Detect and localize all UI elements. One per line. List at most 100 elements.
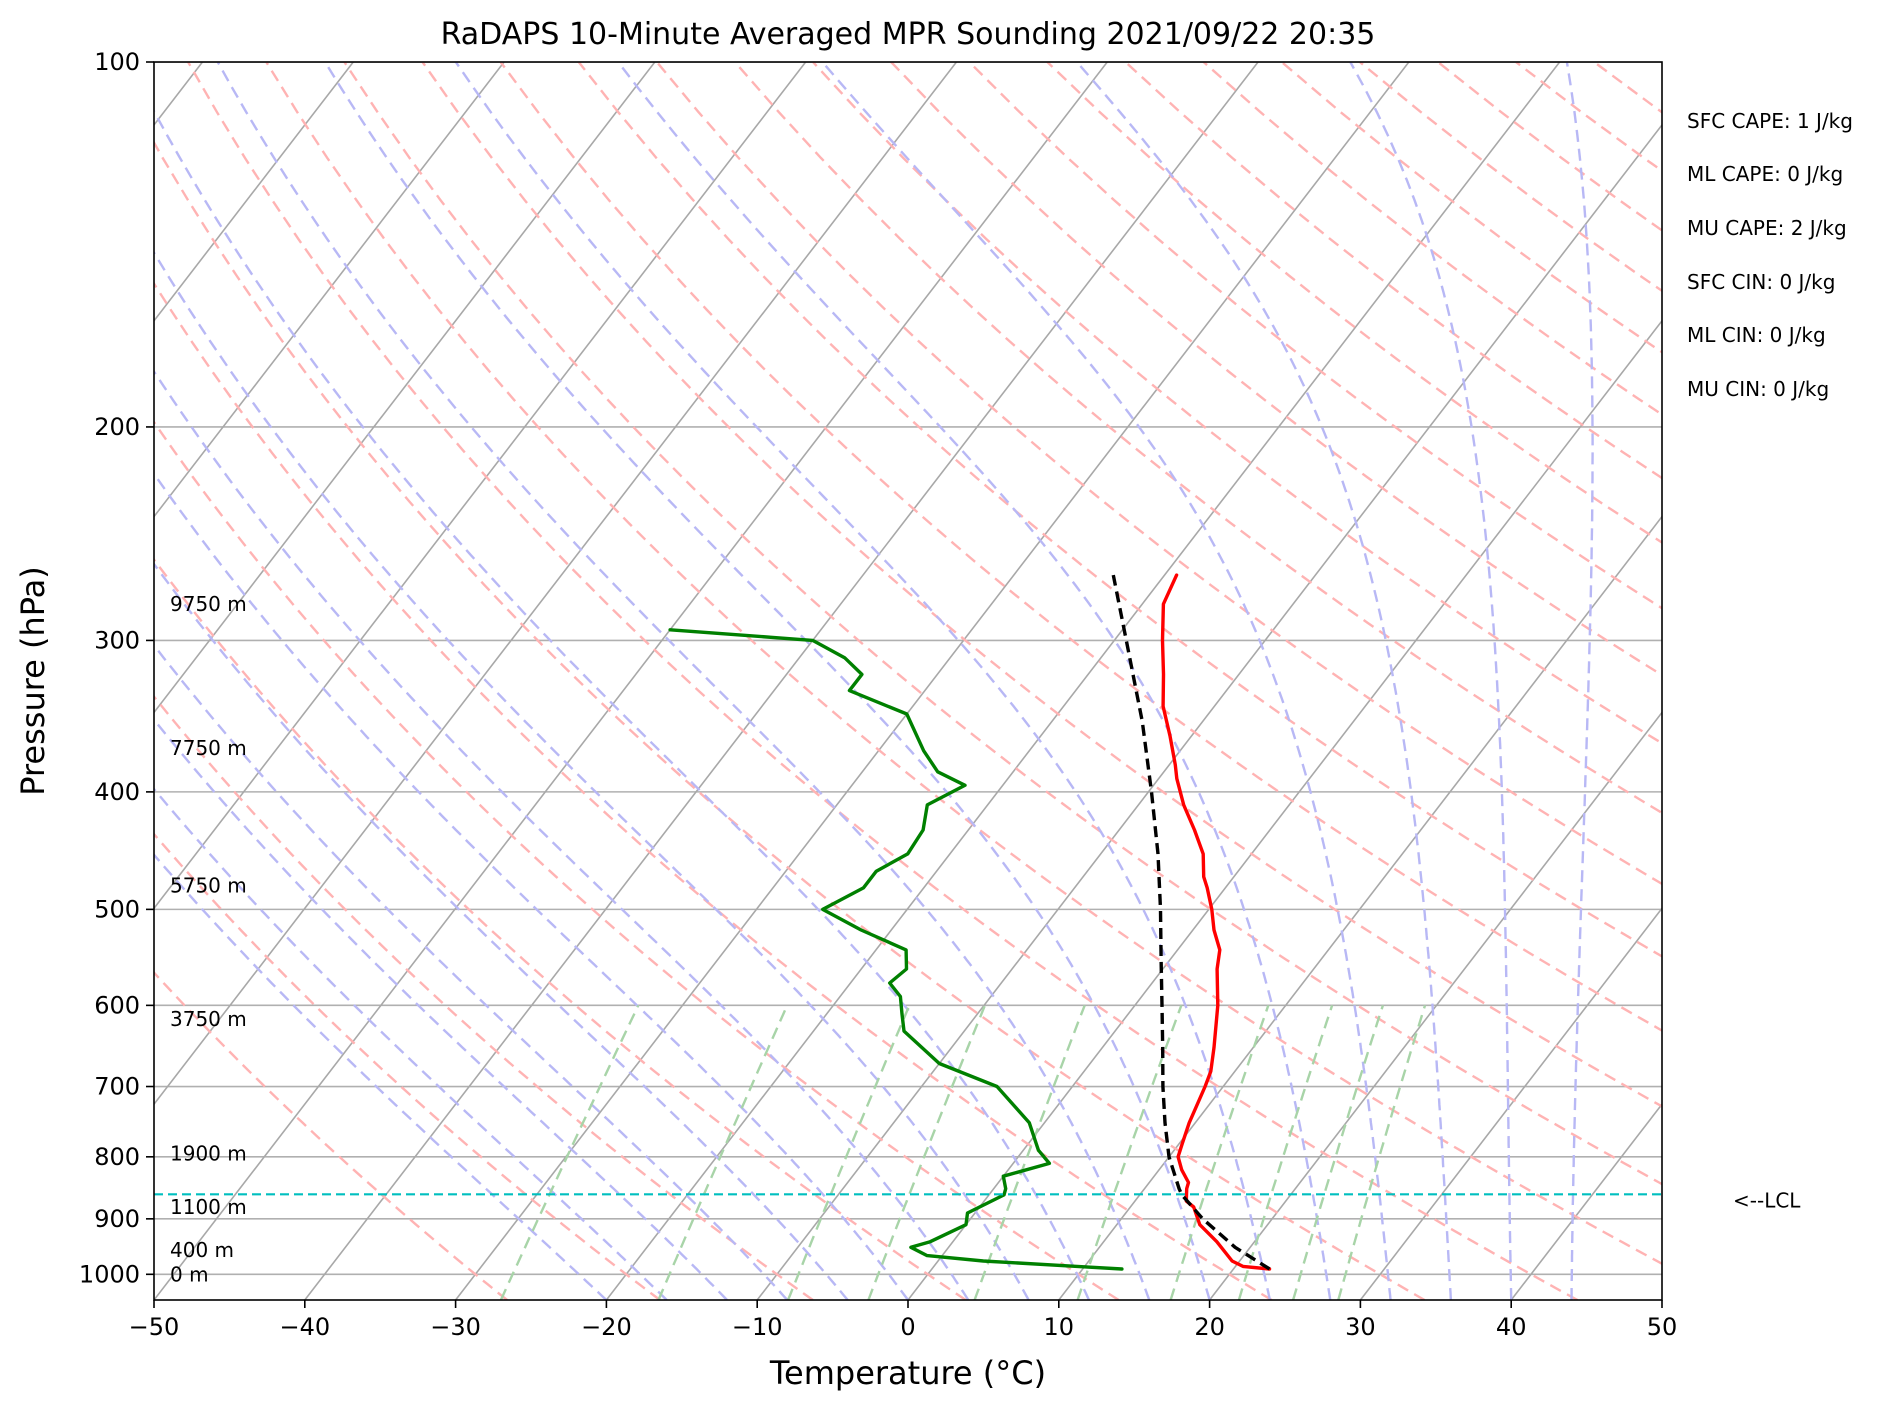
height-label: 3750 m — [170, 1007, 247, 1031]
moist-adiabat-16 — [216, 62, 1151, 1300]
height-labels: 9750 m 7750 m 5750 m 3750 m 1900 m 1100 m 400 … — [170, 592, 247, 1286]
moist-adiabat-40 — [1349, 62, 1513, 1300]
isotherm--30 — [454, 62, 1410, 1300]
mixing-ratio-2 — [786, 1004, 911, 1300]
y-tick-label: 900 — [94, 1205, 140, 1233]
y-tick-label: 200 — [94, 413, 140, 441]
x-tick-label: −30 — [430, 1313, 481, 1341]
isotherm-20 — [1208, 711, 1662, 1300]
height-label: 7750 m — [170, 736, 247, 760]
height-label: 1100 m — [170, 1195, 247, 1219]
x-axis-label: Temperature (°C) — [769, 1354, 1046, 1392]
x-tick-label: 40 — [1496, 1313, 1527, 1341]
isotherm--70 — [154, 62, 807, 910]
height-label: 9750 m — [170, 592, 247, 616]
pressure-gridlines — [154, 62, 1662, 1276]
moist-adiabat--12 — [154, 717, 728, 1300]
dry-adiabat-100 — [655, 62, 1662, 886]
dry-adiabat-70 — [421, 62, 1662, 1108]
y-tick-label: 400 — [94, 778, 140, 806]
dry-adiabat-20 — [154, 281, 1273, 1300]
dry-adiabat-40 — [187, 62, 1579, 1300]
isotherm--100 — [154, 62, 354, 323]
isotherm--10 — [756, 123, 1662, 1300]
y-tick-label: 700 — [94, 1073, 140, 1101]
y-axis-ticks: 100 200 300 400 500 600 700 800 900 1000 — [79, 48, 154, 1288]
moist-adiabat-0 — [154, 471, 909, 1300]
plot-area — [154, 62, 1662, 1300]
moist-adiabat-36 — [1075, 62, 1453, 1300]
isotherm-0 — [907, 319, 1662, 1300]
dry-adiabat--20 — [154, 832, 661, 1300]
y-tick-label: 100 — [94, 48, 140, 76]
index-ml-cape: ML CAPE: 0 J/kg — [1687, 162, 1843, 186]
x-tick-label: −10 — [732, 1313, 783, 1341]
dry-adiabat--10 — [154, 694, 814, 1300]
dry-adiabat-30 — [154, 140, 1426, 1300]
height-label: 5750 m — [170, 874, 247, 898]
profile-series — [668, 573, 1272, 1271]
isotherm--80 — [154, 62, 656, 714]
height-label: 1900 m — [170, 1142, 247, 1166]
moist-adiabat-44 — [1565, 62, 1594, 1300]
moist-adiabat-lines — [154, 62, 1594, 1300]
x-tick-label: 0 — [900, 1313, 915, 1341]
dry-adiabat-80 — [499, 62, 1662, 1032]
x-tick-label: 30 — [1345, 1313, 1376, 1341]
mixing-ratio-1 — [657, 1004, 789, 1300]
dry-adiabat-50 — [265, 62, 1662, 1266]
x-tick-label: −50 — [129, 1313, 180, 1341]
moist-adiabat-32 — [821, 62, 1392, 1300]
dry-adiabat-120 — [812, 62, 1662, 745]
isotherm--40 — [304, 62, 1259, 1300]
moist-adiabat-20 — [323, 62, 1211, 1300]
x-axis-ticks: −50 −40 −30 −20 −10 0 10 20 30 40 50 — [129, 1300, 1677, 1341]
mixing-ratio-24 — [1337, 1005, 1427, 1300]
parcel-line — [1111, 574, 1271, 1271]
lcl-label: <--LCL — [1733, 1188, 1801, 1212]
dry-adiabat-130 — [890, 62, 1662, 677]
dry-adiabat-lines — [154, 62, 1662, 1300]
mixing-ratio-8 — [1076, 1004, 1183, 1300]
y-axis-label: Pressure (hPa) — [14, 566, 52, 796]
mixing-ratio-16 — [1237, 1005, 1334, 1300]
moist-adiabat-28 — [617, 62, 1332, 1300]
moist-adiabat--4 — [154, 562, 849, 1300]
mixing-ratio-lines — [499, 1004, 1427, 1300]
dry-adiabat-60 — [343, 62, 1662, 1186]
mixing-ratio-20 — [1291, 1005, 1385, 1300]
y-tick-label: 800 — [94, 1143, 140, 1171]
isotherm-10 — [1058, 515, 1662, 1300]
dry-adiabat-10 — [154, 420, 1120, 1300]
isotherm-lines — [154, 62, 1662, 1300]
chart-title: RaDAPS 10-Minute Averaged MPR Sounding 2… — [441, 17, 1376, 52]
moist-adiabat--16 — [154, 787, 668, 1300]
dewpoint-line — [668, 628, 1124, 1271]
isotherm--50 — [154, 62, 1108, 1300]
index-mu-cape: MU CAPE: 2 J/kg — [1687, 216, 1847, 240]
y-tick-label: 1000 — [79, 1260, 140, 1288]
x-tick-label: 20 — [1194, 1313, 1225, 1341]
index-ml-cin: ML CIN: 0 J/kg — [1687, 323, 1826, 347]
isotherm--60 — [154, 62, 958, 1106]
dry-adiabat-90 — [577, 62, 1662, 958]
height-label: 0 m — [170, 1262, 209, 1286]
moist-adiabat-8 — [154, 250, 1030, 1300]
index-mu-cin: MU CIN: 0 J/kg — [1687, 377, 1829, 401]
moist-adiabat-12 — [154, 108, 1091, 1300]
y-tick-label: 300 — [94, 626, 140, 654]
index-sfc-cape: SFC CAPE: 1 J/kg — [1687, 109, 1853, 133]
y-tick-label: 500 — [94, 895, 140, 923]
moist-adiabat-24 — [454, 62, 1272, 1300]
indices-panel: SFC CAPE: 1 J/kg ML CAPE: 0 J/kg MU CAPE… — [1687, 109, 1853, 401]
height-label: 400 m — [170, 1238, 234, 1262]
y-tick-label: 600 — [94, 991, 140, 1019]
moist-adiabat--20 — [154, 852, 608, 1300]
moist-adiabat--8 — [154, 643, 789, 1300]
isotherm--20 — [605, 62, 1561, 1300]
mixing-ratio-3 — [867, 1004, 987, 1300]
mixing-ratio-12 — [1169, 1005, 1270, 1300]
dry-adiabat-0 — [154, 557, 967, 1300]
